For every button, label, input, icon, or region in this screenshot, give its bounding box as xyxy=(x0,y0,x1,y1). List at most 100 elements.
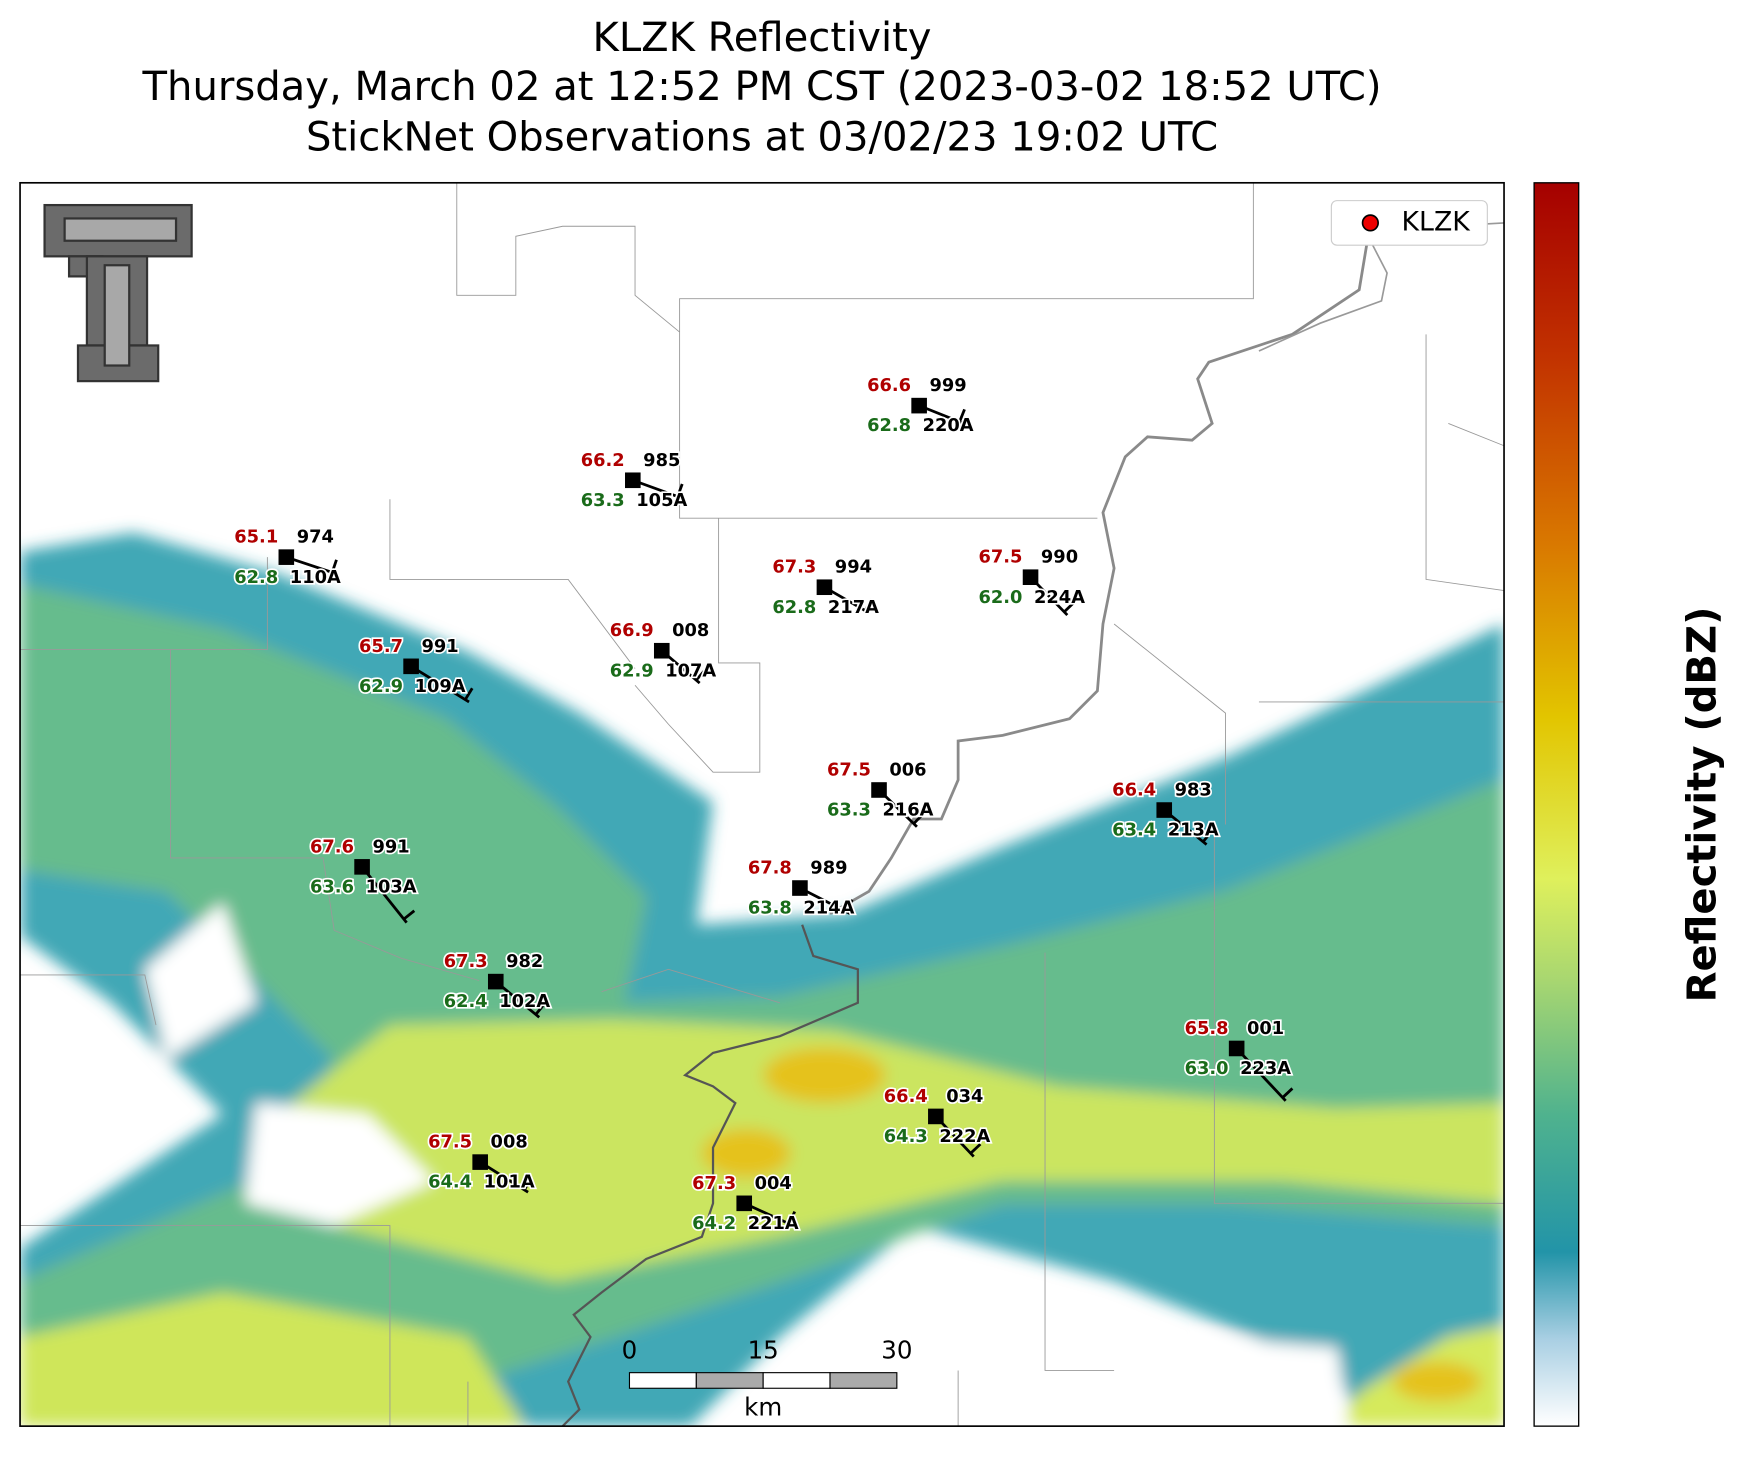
station-marker xyxy=(911,397,927,414)
station-marker xyxy=(792,880,808,896)
station-marker xyxy=(354,859,370,875)
temperature: 67.3 xyxy=(444,951,488,972)
temperature: 66.9 xyxy=(610,620,654,641)
wind-barb xyxy=(632,478,683,500)
echo-core xyxy=(763,1047,886,1104)
boundary xyxy=(20,182,1505,1427)
logo-inner xyxy=(103,264,131,367)
scale-segment xyxy=(829,1372,898,1389)
wind-barb-flag xyxy=(1202,830,1213,843)
wind-barb-flag xyxy=(523,1177,533,1191)
dewpoint: 62.4 xyxy=(444,991,488,1012)
wind-barb-flag xyxy=(844,899,854,913)
pressure: 989 xyxy=(810,858,847,879)
legend-label: KLZK xyxy=(1402,206,1472,237)
wind-barb xyxy=(799,886,851,915)
pressure: 008 xyxy=(672,620,709,641)
station-marker xyxy=(403,658,419,675)
station-id: 223A xyxy=(1240,1058,1291,1079)
station-id: 110A xyxy=(290,567,341,588)
wind-barb-flag xyxy=(787,1211,796,1225)
dewpoint: 63.3 xyxy=(827,800,871,821)
map-frame xyxy=(19,181,1505,1427)
wind-barb-flag xyxy=(1281,1087,1294,1099)
pressure: 985 xyxy=(643,450,680,471)
echo-gap xyxy=(245,1103,435,1226)
pressure: 990 xyxy=(1041,547,1078,568)
legend: KLZK xyxy=(1330,200,1488,246)
wind-barb-flag xyxy=(402,909,416,921)
wind-barb-flag xyxy=(676,483,684,498)
dewpoint: 63.3 xyxy=(581,490,625,511)
station-id: 216A xyxy=(883,800,934,821)
wind-barb xyxy=(360,865,408,924)
scale-label: 15 xyxy=(748,1335,779,1364)
station-marker xyxy=(928,1108,944,1125)
dewpoint: 64.4 xyxy=(428,1172,472,1193)
scale-label: 30 xyxy=(881,1335,912,1364)
wind-barb-flag xyxy=(958,408,966,423)
pressure: 006 xyxy=(889,760,926,781)
dewpoint: 62.9 xyxy=(359,676,403,697)
dewpoint: 63.8 xyxy=(748,898,792,919)
subtitle: Thursday, March 02 at 12:52 PM CST (2023… xyxy=(142,64,1382,110)
scale-unit: km xyxy=(744,1392,782,1421)
station-id: 221A xyxy=(748,1213,799,1234)
pressure: 999 xyxy=(930,375,967,396)
echo-gap xyxy=(1203,1337,1349,1427)
pressure: 001 xyxy=(1247,1018,1284,1039)
station-id: 214A xyxy=(803,898,854,919)
pressure: 982 xyxy=(506,951,543,972)
temperature: 65.1 xyxy=(234,527,278,548)
boundary xyxy=(20,1225,469,1427)
station-id: 102A xyxy=(499,991,550,1012)
temperature: 66.2 xyxy=(581,450,625,471)
river xyxy=(829,236,1370,915)
temperature: 66.4 xyxy=(1112,780,1156,801)
colorbar-ramp xyxy=(1533,182,1580,1427)
temperature: 67.3 xyxy=(772,557,816,578)
wind-barb-flag xyxy=(464,687,474,701)
temperature: 67.8 xyxy=(748,858,792,879)
temperature: 65.7 xyxy=(359,636,403,657)
wind-barb-flag xyxy=(534,1003,546,1016)
station-id: 217A xyxy=(828,597,879,618)
dewpoint: 63.4 xyxy=(1112,820,1156,841)
station-id: 107A xyxy=(665,660,716,681)
station-marker xyxy=(871,782,887,798)
station-id: 222A xyxy=(939,1126,990,1147)
temperature: 66.6 xyxy=(867,375,911,396)
colorbar-label: Reflectivity (dBZ) xyxy=(1680,607,1726,1003)
pressure: 991 xyxy=(372,836,409,857)
wind-barb-flag xyxy=(969,1143,982,1155)
logo-inner xyxy=(63,217,178,242)
wind-barb xyxy=(479,1160,529,1194)
temperature: 67.5 xyxy=(827,760,871,781)
scale-segment xyxy=(628,1372,697,1389)
dewpoint: 64.3 xyxy=(884,1126,928,1147)
station-marker xyxy=(1228,1040,1245,1057)
temperature: 66.4 xyxy=(884,1086,928,1107)
station-id: 101A xyxy=(484,1172,535,1193)
county-boundaries xyxy=(20,182,1505,1427)
wind-barb xyxy=(410,665,470,704)
station-marker xyxy=(1022,569,1039,585)
map-area: KLZK 66.6 999 62.8 220A 66.2 985 63.3 105A 65.1 9… xyxy=(20,182,1505,1427)
title: KLZK Reflectivity xyxy=(593,15,932,61)
wind-barb-flag xyxy=(1063,601,1075,613)
echo-gap xyxy=(144,902,257,1059)
scale-segment xyxy=(762,1372,831,1389)
station-marker xyxy=(1156,802,1173,818)
scale-bar: 0 15 30 km xyxy=(622,1335,913,1421)
wind-barb-flag xyxy=(695,669,707,682)
scale-segment xyxy=(695,1372,764,1389)
pressure: 034 xyxy=(946,1086,983,1107)
legend-marker xyxy=(1361,214,1379,232)
station-marker xyxy=(487,973,504,990)
dewpoint: 62.8 xyxy=(234,567,278,588)
temperature: 67.3 xyxy=(692,1173,736,1194)
pressure: 991 xyxy=(421,636,458,657)
wind-barb xyxy=(1235,1047,1287,1102)
station-marker xyxy=(472,1154,488,1170)
temperature: 67.5 xyxy=(428,1132,472,1153)
